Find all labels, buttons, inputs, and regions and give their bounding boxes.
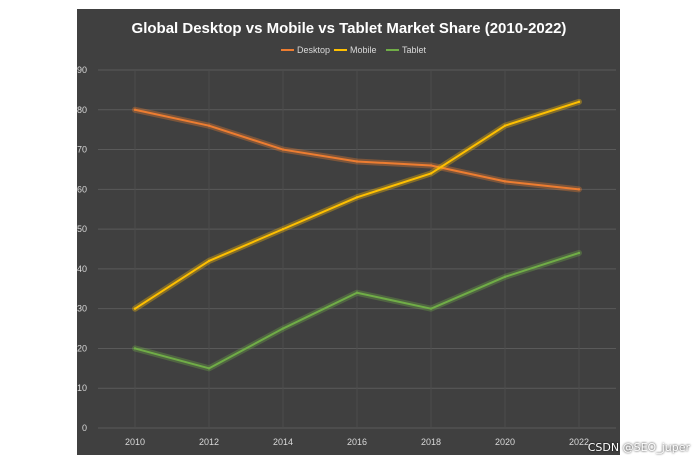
y-tick-label: 50 <box>77 224 87 234</box>
y-tick-label: 60 <box>77 184 87 194</box>
x-tick-label: 2020 <box>495 437 515 447</box>
data-point-desktop <box>133 108 137 111</box>
y-tick-label: 20 <box>77 343 87 353</box>
y-tick-label: 0 <box>82 423 87 433</box>
data-point-desktop <box>281 148 285 151</box>
data-point-desktop <box>429 164 433 167</box>
y-tick-label: 70 <box>77 145 87 155</box>
data-point-mobile <box>207 259 211 263</box>
data-point-tablet <box>429 307 433 310</box>
y-tick-label: 80 <box>77 105 87 115</box>
legend-label-tablet: Tablet <box>402 45 427 55</box>
data-point-tablet <box>503 275 507 279</box>
x-tick-label: 2018 <box>421 437 441 447</box>
data-point-mobile <box>429 172 433 175</box>
x-axis: 2010 2012 2014 2016 2018 2020 2022 <box>125 437 589 447</box>
x-tick-label: 2012 <box>199 437 219 447</box>
x-tick-label: 2014 <box>273 437 293 447</box>
data-point-desktop <box>207 124 211 127</box>
data-point-desktop <box>503 180 507 183</box>
data-point-tablet <box>355 291 359 294</box>
y-tick-label: 90 <box>77 65 87 75</box>
legend-label-desktop: Desktop <box>297 45 330 55</box>
y-tick-label: 40 <box>77 264 87 274</box>
data-point-mobile <box>281 227 285 231</box>
data-point-mobile <box>577 100 581 104</box>
x-tick-label: 2022 <box>569 437 589 447</box>
data-point-mobile <box>355 196 359 199</box>
data-point-mobile <box>503 124 507 127</box>
chart-panel <box>77 9 620 455</box>
data-point-tablet <box>281 327 285 330</box>
data-point-desktop <box>577 188 581 191</box>
y-axis: 0 10 20 30 40 50 60 70 80 90 <box>77 65 87 433</box>
data-point-mobile <box>133 307 137 310</box>
chart-title: Global Desktop vs Mobile vs Tablet Marke… <box>132 20 567 37</box>
data-point-desktop <box>355 160 359 163</box>
legend-label-mobile: Mobile <box>350 45 377 55</box>
y-tick-label: 10 <box>77 383 87 393</box>
grid <box>98 69 616 429</box>
data-point-tablet <box>207 367 211 370</box>
y-tick-label: 30 <box>77 304 87 314</box>
series-lines <box>132 98 582 372</box>
watermark: CSDN @SEO_juper <box>587 441 690 454</box>
x-tick-label: 2010 <box>125 437 145 447</box>
legend: Desktop Mobile Tablet <box>281 45 427 55</box>
x-tick-label: 2016 <box>347 437 367 447</box>
data-point-tablet <box>577 251 581 255</box>
data-point-tablet <box>133 347 137 350</box>
